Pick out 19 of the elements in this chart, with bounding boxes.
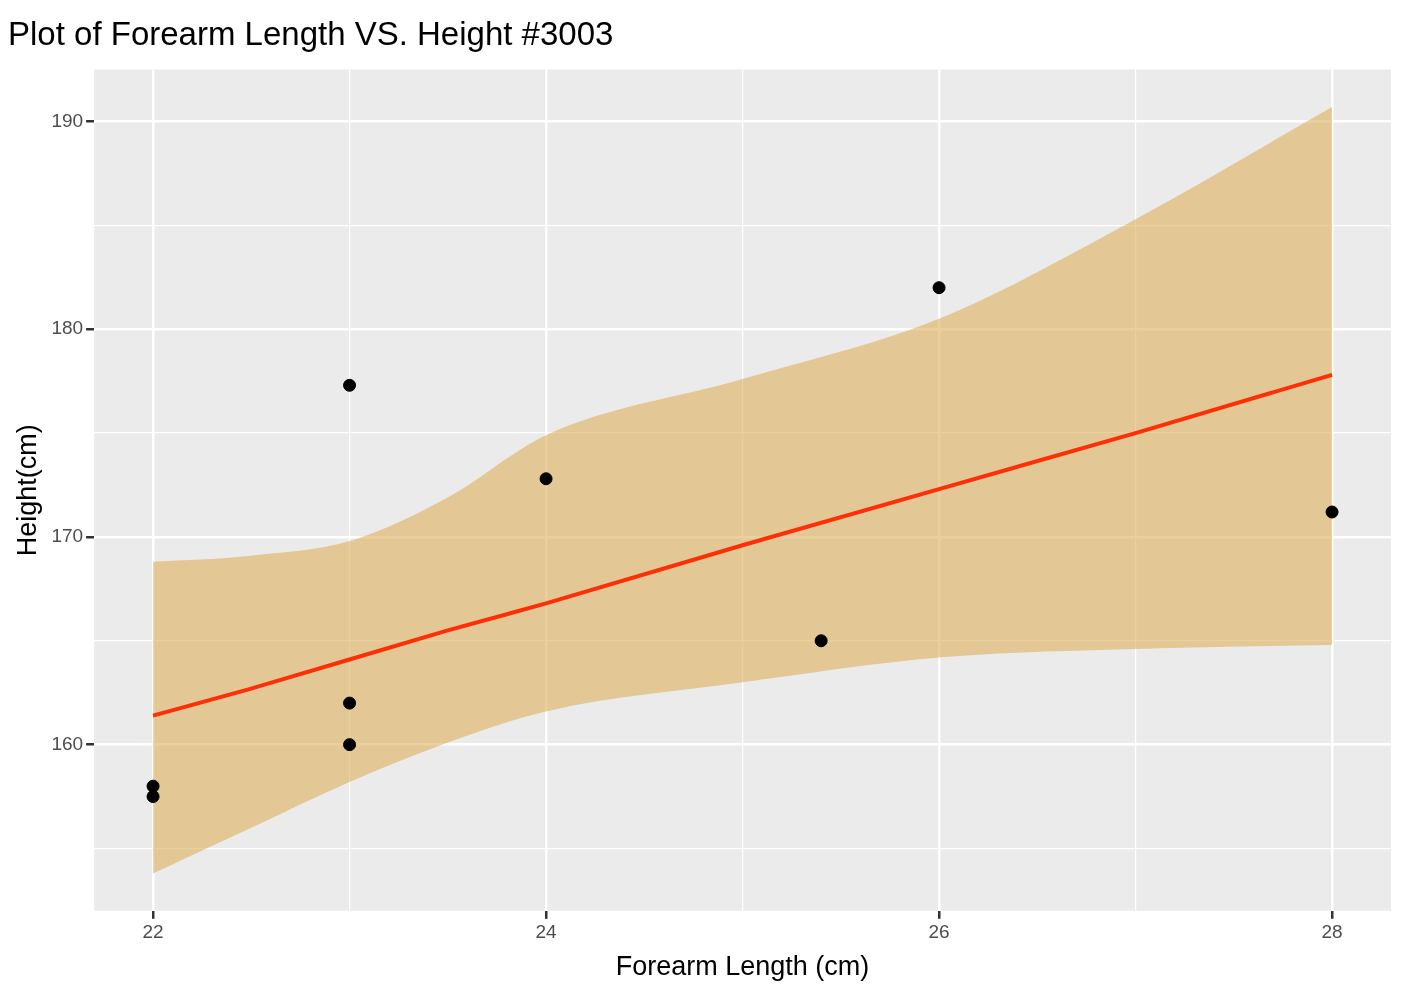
point — [343, 738, 357, 752]
x-axis-title: Forearm Length (cm) — [615, 951, 870, 982]
x-tick-label: 26 — [928, 921, 950, 943]
point — [343, 696, 357, 710]
x-tick-label: 28 — [1321, 921, 1343, 943]
point — [343, 378, 357, 392]
point — [1325, 505, 1339, 519]
y-tick-label: 190 — [51, 109, 84, 131]
point — [146, 790, 160, 804]
y-tick-label: 180 — [51, 317, 84, 339]
chart-title: Plot of Forearm Length VS. Height #3003 — [8, 14, 614, 52]
x-tick-label: 22 — [142, 921, 164, 943]
y-tick-label: 160 — [51, 732, 84, 754]
point — [932, 281, 946, 295]
y-tick-label: 170 — [51, 525, 84, 547]
x-tick-label: 24 — [535, 921, 558, 943]
point — [814, 634, 828, 648]
point — [539, 472, 553, 486]
y-axis-title: Height(cm) — [11, 424, 42, 557]
